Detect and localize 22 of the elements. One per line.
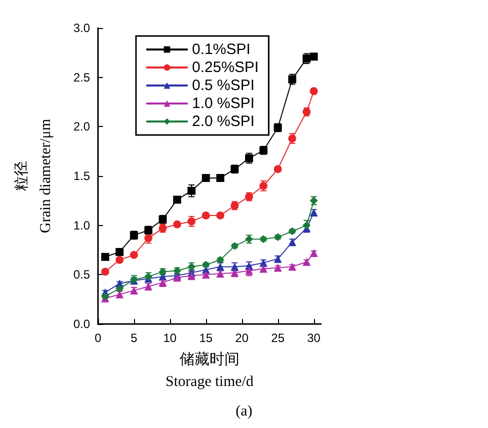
legend-label: 0.5 %SPI: [192, 77, 255, 94]
y-tick-label: 1.5: [73, 169, 90, 183]
x-tick-label: 25: [271, 331, 285, 345]
legend-label: 0.25%SPI: [192, 59, 259, 76]
y-tick-label: 2.5: [73, 70, 90, 84]
x-tick-label: 5: [130, 331, 138, 345]
y-tick-label: 3.0: [73, 21, 90, 35]
x-tick-label: 10: [163, 331, 177, 345]
legend-label: 2.0 %SPI: [192, 113, 255, 130]
y-tick-label: 0.0: [73, 317, 90, 331]
text: (a): [236, 404, 252, 420]
legend-label: 1.0 %SPI: [192, 95, 255, 112]
y-axis-title: 粒径 Grain diameter/μm: [14, 118, 54, 234]
x-tick-label: 20: [235, 331, 249, 345]
y-tick-label: 0.5: [73, 268, 90, 282]
y-tick-label: 1.0: [73, 218, 90, 232]
legend-label: 0.1%SPI: [192, 41, 250, 58]
x-tick-label: 0: [94, 331, 102, 345]
x-axis-title: 储藏时间 Storage time/d: [166, 350, 254, 390]
x-tick-label: 30: [307, 331, 321, 345]
y-tick-label: 2.0: [73, 120, 90, 134]
x-tick-label: 15: [199, 331, 213, 345]
